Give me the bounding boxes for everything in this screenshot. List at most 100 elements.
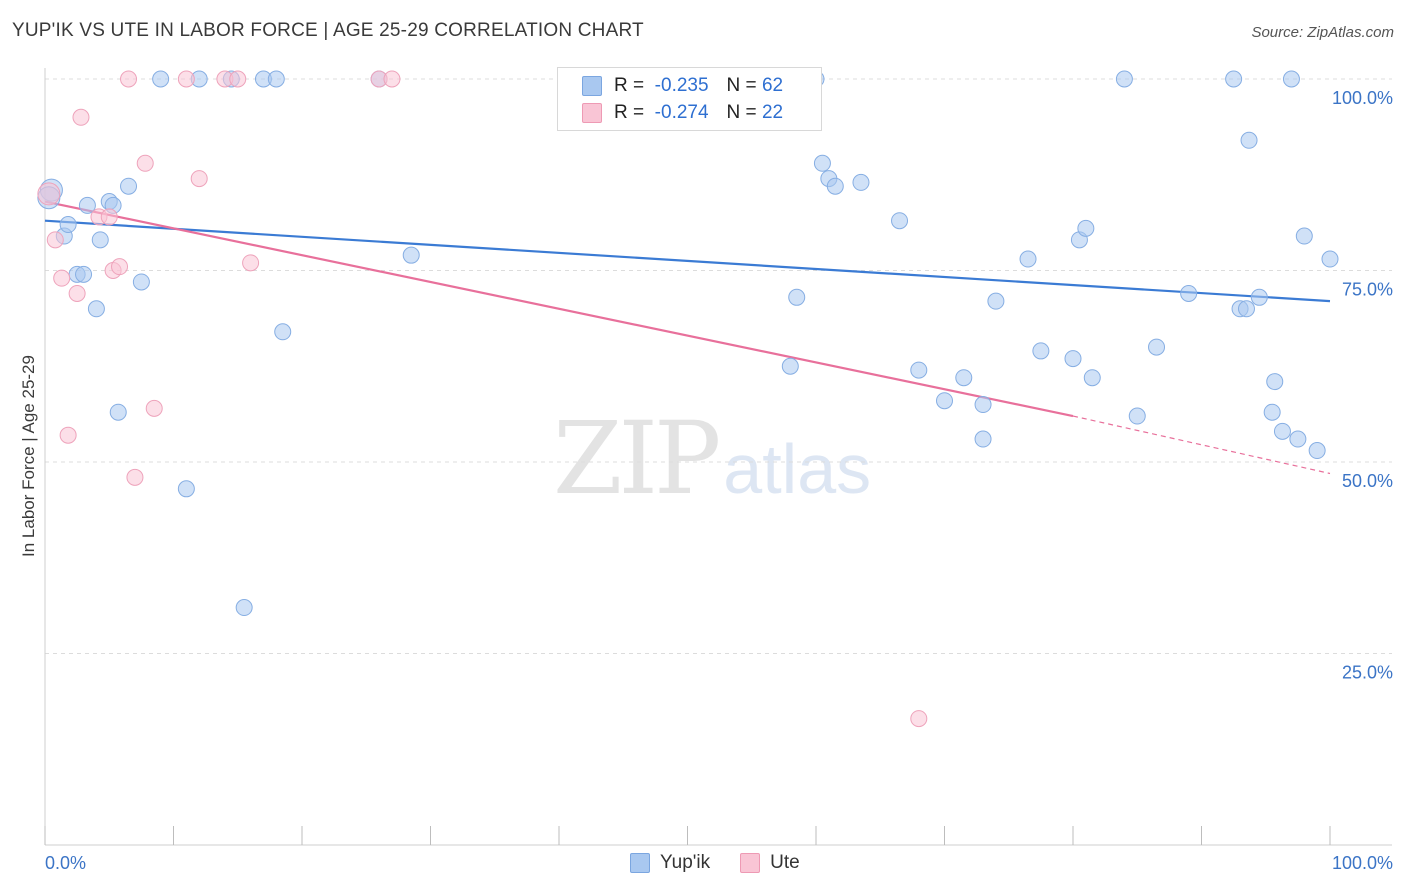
x-tick-label: 0.0% <box>45 853 86 873</box>
point-ute <box>37 182 61 206</box>
trend-line-yupik <box>44 219 1331 303</box>
point-ute <box>190 170 208 188</box>
legend-swatch-ute <box>740 853 761 873</box>
point-yupik <box>274 323 292 341</box>
legend-row-ute: R = -0.274 N = 22 <box>582 100 783 126</box>
point-ute <box>46 231 64 249</box>
point-yupik <box>1019 250 1037 268</box>
legend-r-label: R = <box>614 75 645 96</box>
point-yupik <box>1128 407 1146 425</box>
legend-n-value: 22 <box>761 102 784 123</box>
point-ute <box>383 70 401 88</box>
point-ute <box>72 108 90 126</box>
legend-item-yupik[interactable]: Yup'ik <box>630 852 710 874</box>
point-ute <box>136 154 154 172</box>
point-yupik <box>87 300 105 318</box>
point-yupik <box>235 599 253 617</box>
chart-title: YUP'IK VS UTE IN LABOR FORCE | AGE 25-29… <box>12 20 644 41</box>
source-credit: Source: ZipAtlas.com <box>1251 24 1394 41</box>
point-ute <box>145 399 163 417</box>
point-yupik <box>936 392 953 410</box>
point-yupik <box>1282 70 1300 88</box>
point-ute <box>910 710 928 728</box>
legend-r-value: -0.274 <box>654 102 709 123</box>
x-tick-label: 100.0% <box>1332 853 1393 873</box>
point-yupik <box>91 231 109 249</box>
point-yupik <box>1295 227 1313 245</box>
point-ute <box>100 208 118 226</box>
tick-labels: 25.0% 50.0% 75.0% 100.0% 0.0% 100.0% <box>45 88 1393 873</box>
point-yupik <box>402 246 420 264</box>
point-yupik <box>75 265 93 283</box>
trend-line-ute-extension <box>1072 415 1331 475</box>
point-ute <box>120 70 138 88</box>
point-yupik <box>826 177 844 195</box>
watermark-zip: ZIP <box>553 400 721 517</box>
point-yupik <box>152 70 170 88</box>
point-yupik <box>1032 342 1050 360</box>
y-tick-label: 25.0% <box>1342 663 1393 683</box>
legend-swatch-yupik <box>630 853 650 873</box>
legend-n-label: N = <box>726 75 757 96</box>
point-yupik <box>955 369 973 387</box>
point-ute <box>59 426 77 444</box>
point-yupik <box>1083 369 1101 387</box>
point-yupik <box>910 361 928 379</box>
legend-item-ute[interactable]: Ute <box>740 852 800 874</box>
legend-n-value: 62 <box>761 75 784 96</box>
point-yupik <box>781 357 799 375</box>
series-legend: Yup'ik Ute <box>630 852 830 874</box>
y-tick-label: 75.0% <box>1342 280 1393 300</box>
point-yupik <box>177 480 195 498</box>
point-yupik <box>1180 284 1198 302</box>
point-ute <box>229 70 247 88</box>
point-yupik <box>120 177 138 195</box>
point-ute <box>111 258 129 276</box>
grid-lines <box>45 78 1392 654</box>
point-yupik <box>1266 373 1284 391</box>
point-yupik <box>1273 422 1291 440</box>
correlation-legend: R = -0.235 N = 62 R = -0.274 N = 22 <box>557 67 822 131</box>
point-ute <box>177 70 195 88</box>
point-yupik <box>891 212 909 230</box>
point-yupik <box>1148 338 1166 356</box>
point-yupik <box>1240 131 1258 149</box>
legend-swatch-ute <box>582 103 602 123</box>
point-yupik <box>1225 70 1243 88</box>
point-yupik <box>788 288 806 306</box>
legend-row-yupik: R = -0.235 N = 62 <box>582 73 783 99</box>
y-tick-label: 50.0% <box>1342 471 1393 491</box>
legend-label-ute: Ute <box>770 852 800 873</box>
point-yupik <box>1064 350 1082 368</box>
axes <box>44 68 1392 846</box>
point-yupik <box>1115 70 1133 88</box>
point-ute <box>68 284 86 302</box>
point-ute <box>126 468 144 486</box>
trend-line-ute <box>44 200 1074 418</box>
watermark: ZIPatlas <box>553 400 871 517</box>
point-yupik <box>59 216 77 234</box>
point-yupik <box>813 154 831 172</box>
point-yupik <box>132 273 150 291</box>
trend-lines <box>44 200 1331 475</box>
point-yupik <box>1263 403 1281 421</box>
legend-r-value: -0.235 <box>654 75 709 96</box>
legend-r-label: R = <box>614 102 645 123</box>
point-yupik <box>267 70 285 88</box>
point-yupik <box>1308 442 1326 460</box>
point-yupik <box>78 196 96 214</box>
point-yupik <box>852 173 870 191</box>
legend-n-label: N = <box>726 102 757 123</box>
point-yupik <box>1250 288 1268 306</box>
point-yupik <box>987 292 1005 310</box>
point-yupik <box>109 403 127 421</box>
watermark-atlas: atlas <box>723 430 872 508</box>
point-yupik <box>974 396 992 414</box>
point-ute <box>53 269 71 287</box>
point-ute <box>242 254 260 272</box>
legend-label-yupik: Yup'ik <box>660 852 711 873</box>
legend-swatch-yupik <box>582 76 602 96</box>
y-tick-label: 100.0% <box>1332 88 1393 108</box>
point-yupik <box>1321 250 1339 268</box>
